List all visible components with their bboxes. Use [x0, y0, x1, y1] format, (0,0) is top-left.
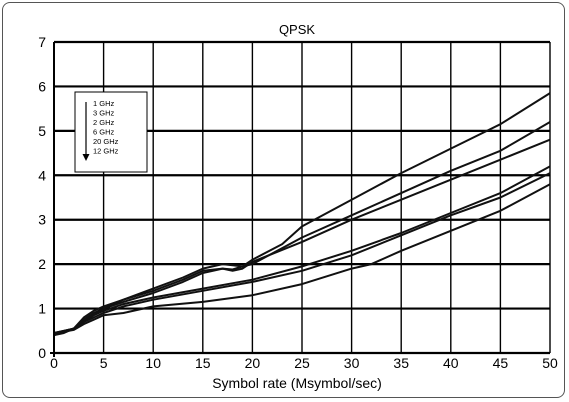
- x-tick-label: 45: [493, 355, 509, 371]
- chart-title: QPSK: [279, 22, 315, 37]
- x-tick-label: 10: [145, 355, 161, 371]
- x-tick-label: 0: [50, 355, 58, 371]
- x-tick-label: 35: [393, 355, 409, 371]
- grid: [53, 40, 551, 355]
- series-layer: [53, 92, 551, 337]
- x-tick-label: 15: [195, 355, 211, 371]
- x-tick-label: 40: [443, 355, 459, 371]
- series-line-1: [53, 121, 551, 337]
- y-tick-label: 7: [38, 34, 46, 50]
- y-tick-labels: 0 1 2 3 4 5 6 7: [38, 34, 46, 361]
- chart-frame: [2, 2, 565, 398]
- legend-entry: 3 GHz: [93, 109, 115, 118]
- x-tick-label: 50: [542, 355, 558, 371]
- y-tick-label: 2: [38, 256, 46, 272]
- y-tick-label: 1: [38, 301, 46, 317]
- y-tick-label: 5: [38, 123, 46, 139]
- x-tick-label: 25: [294, 355, 310, 371]
- series-line-5: [53, 183, 551, 334]
- x-axis-label: Symbol rate (Msymbol/sec): [212, 375, 382, 391]
- x-tick-label: 20: [245, 355, 261, 371]
- series-line-4: [53, 172, 551, 334]
- x-tick-labels: 0 5 10 15 20 25 30 35 40 45 50: [50, 355, 558, 371]
- y-tick-label: 3: [38, 212, 46, 228]
- y-tick-label: 0: [38, 345, 46, 361]
- y-tick-label: 4: [38, 167, 46, 183]
- legend-entry: 12 GHz: [93, 147, 119, 156]
- x-tick-label: 30: [344, 355, 360, 371]
- legend-entry: 6 GHz: [93, 128, 115, 137]
- x-tick-label: 5: [100, 355, 108, 371]
- axes: [50, 42, 550, 357]
- legend-entry: 2 GHz: [93, 118, 115, 127]
- legend-entry: 20 GHz: [93, 137, 119, 146]
- legend-entry: 1 GHz: [93, 99, 115, 108]
- y-tick-label: 6: [38, 78, 46, 94]
- legend-arrow-head-icon: [82, 154, 90, 161]
